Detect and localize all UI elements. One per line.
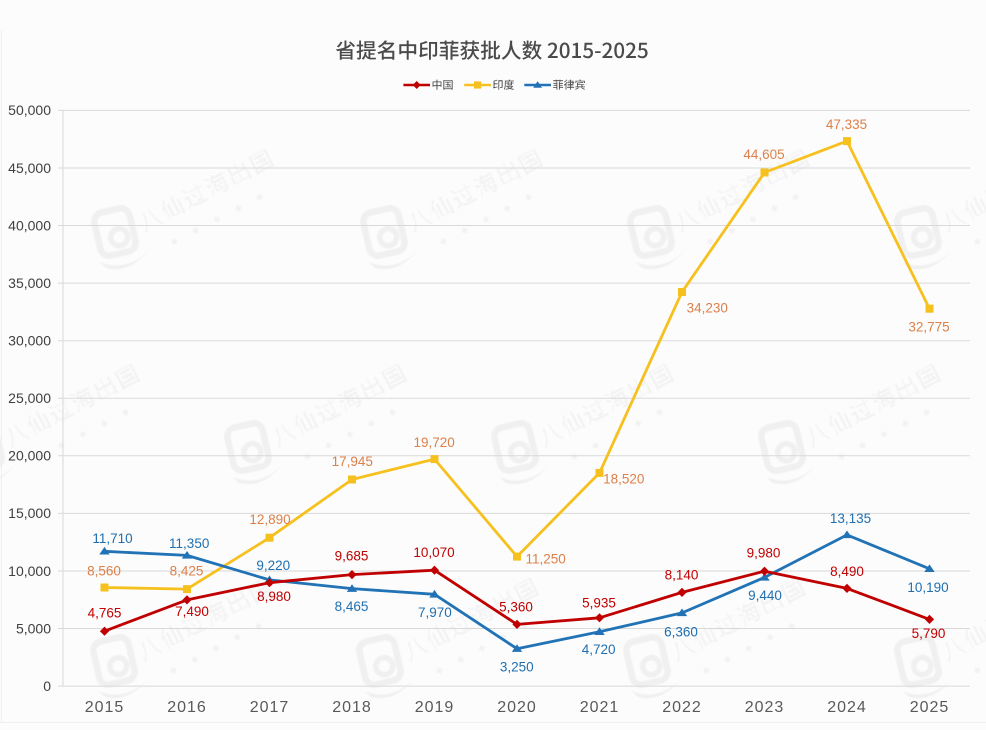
svg-text:11,250: 11,250 [525,551,565,566]
svg-text:2020: 2020 [497,699,537,716]
svg-text:9,685: 9,685 [335,549,369,564]
svg-text:32,775: 32,775 [908,319,949,334]
svg-text:30,000: 30,000 [8,333,51,349]
svg-text:19,720: 19,720 [413,435,454,450]
svg-text:9,220: 9,220 [256,558,290,573]
svg-text:8,425: 8,425 [170,564,204,579]
svg-text:4,720: 4,720 [582,642,616,657]
svg-text:2022: 2022 [662,699,702,716]
svg-text:18,520: 18,520 [603,472,644,487]
svg-text:3,250: 3,250 [500,660,534,675]
svg-text:7,490: 7,490 [175,604,209,619]
svg-text:8,465: 8,465 [335,599,369,614]
svg-text:2017: 2017 [250,699,290,716]
svg-text:15,000: 15,000 [8,505,51,521]
svg-text:5,935: 5,935 [582,595,616,610]
svg-text:10,070: 10,070 [413,545,454,560]
svg-text:10,000: 10,000 [8,563,51,579]
svg-text:2016: 2016 [167,699,207,716]
svg-text:20,000: 20,000 [8,448,51,464]
svg-text:13,135: 13,135 [830,511,871,526]
svg-text:35,000: 35,000 [8,275,51,291]
svg-text:8,490: 8,490 [830,564,864,579]
svg-text:25,000: 25,000 [8,390,51,406]
svg-text:8,560: 8,560 [87,563,121,578]
svg-text:47,335: 47,335 [826,117,867,132]
svg-text:2023: 2023 [745,699,785,716]
svg-text:5,360: 5,360 [499,600,533,615]
svg-text:5,790: 5,790 [912,626,946,641]
svg-text:12,890: 12,890 [249,512,290,527]
svg-text:5,000: 5,000 [16,620,51,636]
svg-text:2015: 2015 [85,699,125,716]
svg-text:40,000: 40,000 [8,217,51,233]
svg-text:9,440: 9,440 [748,588,782,603]
svg-text:8,980: 8,980 [257,589,291,604]
svg-text:7,970: 7,970 [418,605,452,620]
svg-text:11,710: 11,710 [92,531,132,546]
svg-text:11,350: 11,350 [169,536,209,551]
svg-text:0: 0 [43,678,51,694]
svg-text:50,000: 50,000 [8,102,51,118]
svg-text:45,000: 45,000 [8,160,51,176]
svg-text:2018: 2018 [332,699,372,716]
svg-text:8,140: 8,140 [665,568,699,583]
svg-text:2021: 2021 [580,699,620,716]
svg-text:17,945: 17,945 [332,454,373,469]
svg-text:2019: 2019 [415,699,455,716]
svg-text:2024: 2024 [827,699,867,716]
svg-text:6,360: 6,360 [664,625,698,640]
svg-text:44,605: 44,605 [743,147,784,162]
svg-text:10,190: 10,190 [907,580,948,595]
svg-text:4,765: 4,765 [88,606,122,621]
svg-text:34,230: 34,230 [687,300,728,315]
svg-text:2025: 2025 [910,699,950,716]
svg-text:9,980: 9,980 [747,546,781,561]
